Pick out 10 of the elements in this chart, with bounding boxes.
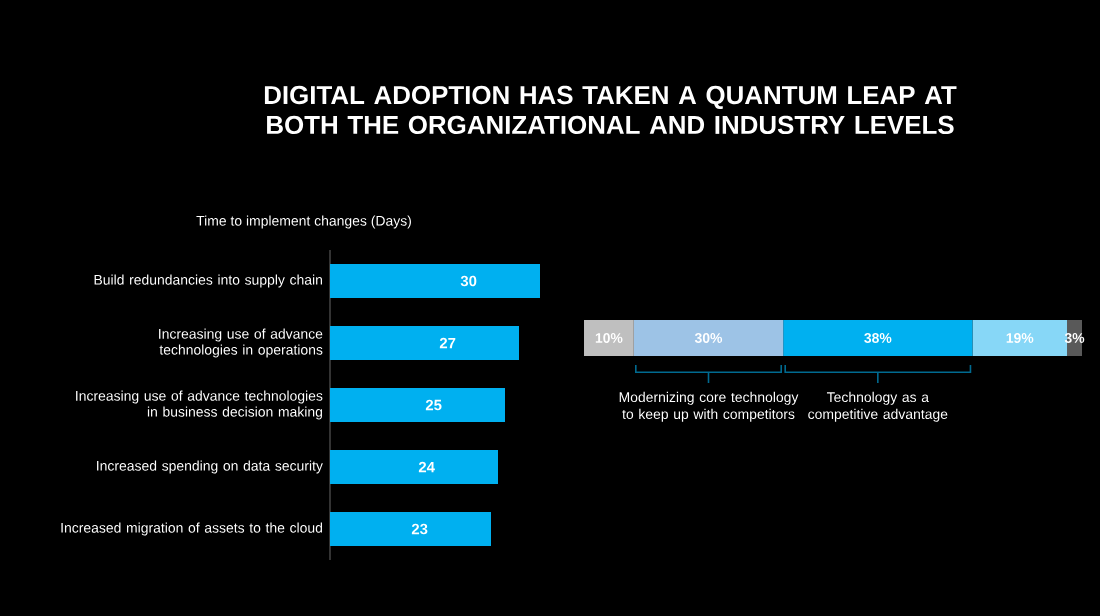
bar	[330, 264, 540, 299]
bar	[330, 512, 491, 546]
bar	[972, 320, 1068, 356]
text: DIGITAL ADOPTION HAS TAKEN A QUANTUM LEAP AT BOTH THE ORGANIZATIONAL AND INDUSTRY LEVELS	[264, 85, 957, 135]
bar	[330, 388, 505, 422]
bar	[584, 320, 634, 356]
bar	[330, 326, 519, 360]
bar	[633, 320, 784, 356]
bar	[330, 450, 498, 484]
bar	[783, 320, 973, 356]
